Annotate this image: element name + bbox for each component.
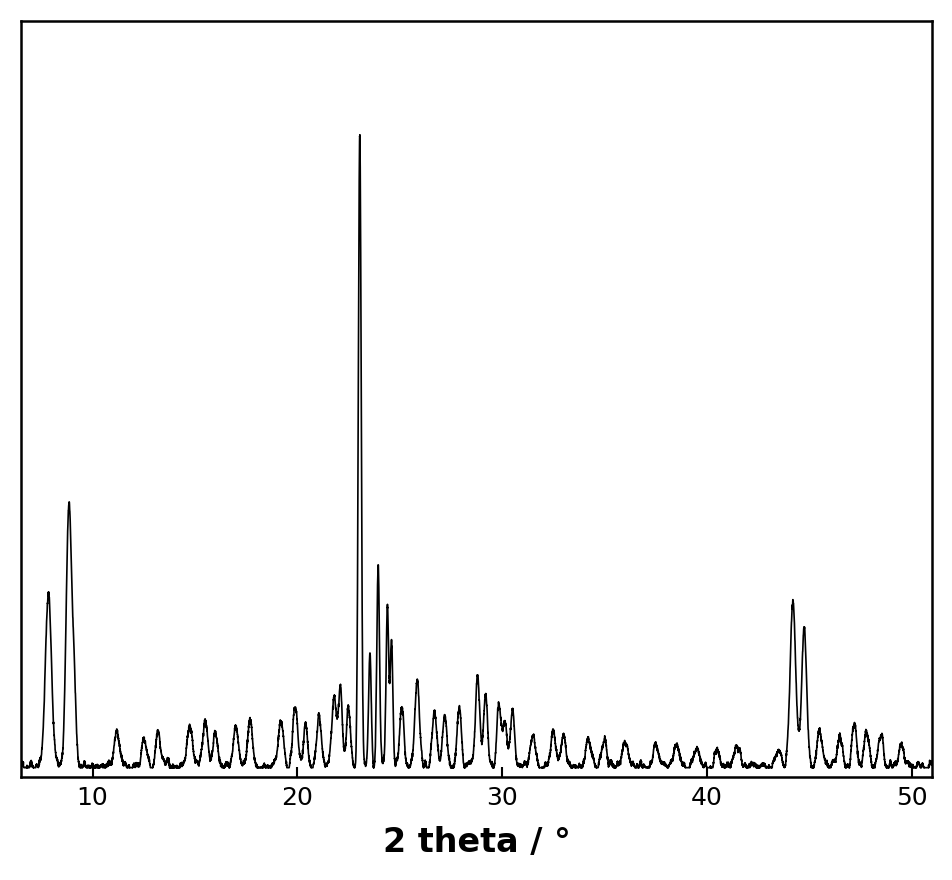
X-axis label: 2 theta / °: 2 theta / °	[382, 826, 570, 859]
